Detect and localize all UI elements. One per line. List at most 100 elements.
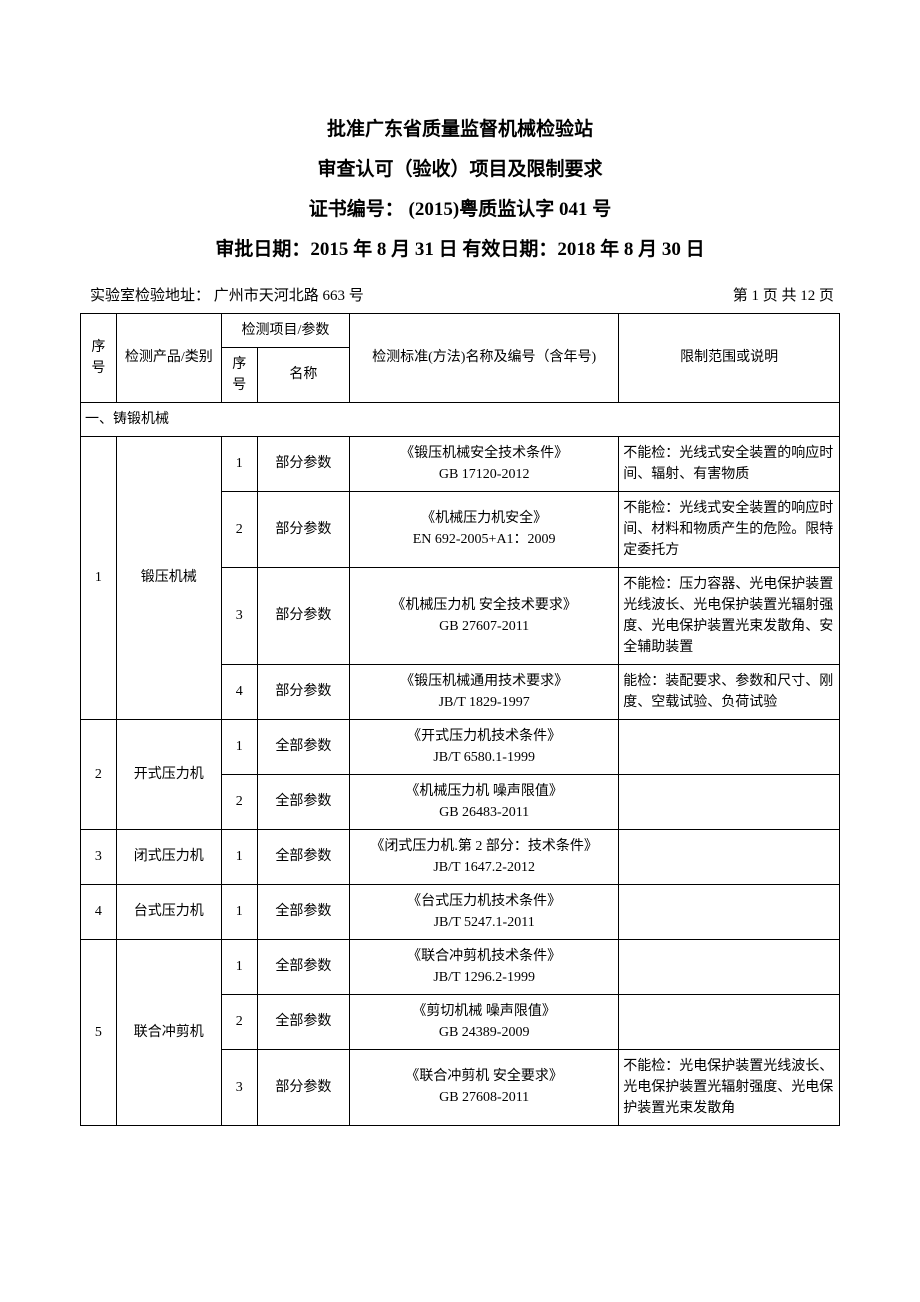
param-seq-cell: 4 bbox=[221, 664, 257, 719]
product-cell: 锻压机械 bbox=[116, 436, 221, 719]
param-name-cell: 部分参数 bbox=[257, 1049, 350, 1125]
standard-cell: 《机械压力机 噪声限值》 GB 26483-2011 bbox=[350, 774, 619, 829]
document-page: 批准广东省质量监督机械检验站 审查认可（验收）项目及限制要求 证书编号： (20… bbox=[0, 0, 920, 1166]
standard-code: JB/T 5247.1-2011 bbox=[434, 915, 535, 930]
limit-cell: 不能检：光电保护装置光线波长、光电保护装置光辐射强度、光电保护装置光束发散角 bbox=[619, 1049, 840, 1125]
limit-cell: 不能检：压力容器、光电保护装置光线波长、光电保护装置光辐射强度、光电保护装置光束… bbox=[619, 567, 840, 664]
seq-cell: 2 bbox=[81, 719, 117, 829]
product-cell: 联合冲剪机 bbox=[116, 939, 221, 1125]
standard-title: 《机械压力机安全》 bbox=[421, 511, 547, 526]
standard-code: GB 27607-2011 bbox=[439, 619, 529, 634]
standard-title: 《联合冲剪机技术条件》 bbox=[407, 949, 561, 964]
limit-cell: 不能检：光线式安全装置的响应时间、辐射、有害物质 bbox=[619, 436, 840, 491]
table-row: 5 联合冲剪机 1 全部参数 《联合冲剪机技术条件》 JB/T 1296.2-1… bbox=[81, 939, 840, 994]
address-row: 实验室检验地址： 广州市天河北路 663 号 第 1 页 共 12 页 bbox=[80, 284, 840, 313]
standard-cell: 《台式压力机技术条件》 JB/T 5247.1-2011 bbox=[350, 884, 619, 939]
seq-cell: 1 bbox=[81, 436, 117, 719]
col-seq: 序号 bbox=[81, 313, 117, 402]
col-param-name: 名称 bbox=[257, 347, 350, 402]
standard-title: 《机械压力机 噪声限值》 bbox=[405, 784, 563, 799]
limit-cell bbox=[619, 774, 840, 829]
standard-title: 《锻压机械安全技术条件》 bbox=[400, 446, 568, 461]
limit-cell bbox=[619, 994, 840, 1049]
standard-cell: 《锻压机械安全技术条件》 GB 17120-2012 bbox=[350, 436, 619, 491]
standard-code: GB 27608-2011 bbox=[439, 1090, 529, 1105]
standard-code: EN 692-2005+A1：2009 bbox=[413, 532, 556, 547]
col-product: 检测产品/类别 bbox=[116, 313, 221, 402]
col-param-seq: 序号 bbox=[221, 347, 257, 402]
seq-cell: 4 bbox=[81, 884, 117, 939]
limit-cell: 不能检：光线式安全装置的响应时间、材料和物质产生的危险。限特定委托方 bbox=[619, 491, 840, 567]
standard-cell: 《锻压机械通用技术要求》 JB/T 1829-1997 bbox=[350, 664, 619, 719]
param-name-cell: 部分参数 bbox=[257, 436, 350, 491]
table-row: 4 台式压力机 1 全部参数 《台式压力机技术条件》 JB/T 5247.1-2… bbox=[81, 884, 840, 939]
standard-cell: 《联合冲剪机 安全要求》 GB 27608-2011 bbox=[350, 1049, 619, 1125]
limit-cell bbox=[619, 939, 840, 994]
table-row: 1 锻压机械 1 部分参数 《锻压机械安全技术条件》 GB 17120-2012… bbox=[81, 436, 840, 491]
table-row: 2 开式压力机 1 全部参数 《开式压力机技术条件》 JB/T 6580.1-1… bbox=[81, 719, 840, 774]
param-name-cell: 全部参数 bbox=[257, 719, 350, 774]
param-name-cell: 部分参数 bbox=[257, 491, 350, 567]
param-seq-cell: 2 bbox=[221, 774, 257, 829]
standard-cell: 《闭式压力机.第 2 部分：技术条件》 JB/T 1647.2-2012 bbox=[350, 829, 619, 884]
col-standard: 检测标准(方法)名称及编号（含年号) bbox=[350, 313, 619, 402]
standard-code: JB/T 1647.2-2012 bbox=[433, 860, 535, 875]
standard-title: 《台式压力机技术条件》 bbox=[407, 894, 561, 909]
standard-code: GB 17120-2012 bbox=[439, 467, 530, 482]
standard-title: 《机械压力机 安全技术要求》 bbox=[391, 598, 577, 613]
standard-code: GB 24389-2009 bbox=[439, 1025, 530, 1040]
param-name-cell: 部分参数 bbox=[257, 664, 350, 719]
seq-cell: 3 bbox=[81, 829, 117, 884]
standard-code: GB 26483-2011 bbox=[439, 805, 529, 820]
product-cell: 闭式压力机 bbox=[116, 829, 221, 884]
standard-cell: 《机械压力机安全》 EN 692-2005+A1：2009 bbox=[350, 491, 619, 567]
seq-cell: 5 bbox=[81, 939, 117, 1125]
standard-cell: 《联合冲剪机技术条件》 JB/T 1296.2-1999 bbox=[350, 939, 619, 994]
param-seq-cell: 3 bbox=[221, 567, 257, 664]
param-name-cell: 全部参数 bbox=[257, 884, 350, 939]
table-head: 序号 检测产品/类别 检测项目/参数 检测标准(方法)名称及编号（含年号) 限制… bbox=[81, 313, 840, 402]
param-name-cell: 全部参数 bbox=[257, 994, 350, 1049]
standard-cell: 《机械压力机 安全技术要求》 GB 27607-2011 bbox=[350, 567, 619, 664]
limit-cell bbox=[619, 719, 840, 774]
param-seq-cell: 1 bbox=[221, 436, 257, 491]
param-seq-cell: 1 bbox=[221, 719, 257, 774]
product-cell: 开式压力机 bbox=[116, 719, 221, 829]
main-table: 序号 检测产品/类别 检测项目/参数 检测标准(方法)名称及编号（含年号) 限制… bbox=[80, 313, 840, 1126]
standard-title: 《闭式压力机.第 2 部分：技术条件》 bbox=[370, 839, 598, 854]
standard-code: JB/T 1829-1997 bbox=[439, 695, 530, 710]
standard-cell: 《开式压力机技术条件》 JB/T 6580.1-1999 bbox=[350, 719, 619, 774]
param-seq-cell: 2 bbox=[221, 491, 257, 567]
lab-address: 实验室检验地址： 广州市天河北路 663 号 bbox=[90, 284, 364, 305]
col-limit: 限制范围或说明 bbox=[619, 313, 840, 402]
param-seq-cell: 3 bbox=[221, 1049, 257, 1125]
standard-code: JB/T 6580.1-1999 bbox=[433, 750, 535, 765]
param-seq-cell: 2 bbox=[221, 994, 257, 1049]
section-row: 一、铸锻机械 bbox=[81, 402, 840, 436]
param-seq-cell: 1 bbox=[221, 829, 257, 884]
section-1-title: 一、铸锻机械 bbox=[81, 402, 840, 436]
limit-cell bbox=[619, 829, 840, 884]
col-param-group: 检测项目/参数 bbox=[221, 313, 349, 347]
standard-title: 《锻压机械通用技术要求》 bbox=[400, 674, 568, 689]
title-line-2: 审查认可（验收）项目及限制要求 bbox=[80, 150, 840, 190]
param-seq-cell: 1 bbox=[221, 939, 257, 994]
table-row: 3 闭式压力机 1 全部参数 《闭式压力机.第 2 部分：技术条件》 JB/T … bbox=[81, 829, 840, 884]
title-line-1: 批准广东省质量监督机械检验站 bbox=[80, 110, 840, 150]
standard-title: 《联合冲剪机 安全要求》 bbox=[405, 1069, 563, 1084]
standard-cell: 《剪切机械 噪声限值》 GB 24389-2009 bbox=[350, 994, 619, 1049]
title-block: 批准广东省质量监督机械检验站 审查认可（验收）项目及限制要求 证书编号： (20… bbox=[80, 110, 840, 270]
standard-title: 《剪切机械 噪声限值》 bbox=[412, 1004, 556, 1019]
param-name-cell: 全部参数 bbox=[257, 774, 350, 829]
title-line-3: 证书编号： (2015)粤质监认字 041 号 bbox=[80, 190, 840, 230]
product-cell: 台式压力机 bbox=[116, 884, 221, 939]
param-name-cell: 全部参数 bbox=[257, 939, 350, 994]
page-indicator: 第 1 页 共 12 页 bbox=[733, 284, 834, 305]
standard-code: JB/T 1296.2-1999 bbox=[433, 970, 535, 985]
standard-title: 《开式压力机技术条件》 bbox=[407, 729, 561, 744]
limit-cell bbox=[619, 884, 840, 939]
limit-cell: 能检：装配要求、参数和尺寸、刚度、空载试验、负荷试验 bbox=[619, 664, 840, 719]
param-name-cell: 部分参数 bbox=[257, 567, 350, 664]
param-seq-cell: 1 bbox=[221, 884, 257, 939]
param-name-cell: 全部参数 bbox=[257, 829, 350, 884]
